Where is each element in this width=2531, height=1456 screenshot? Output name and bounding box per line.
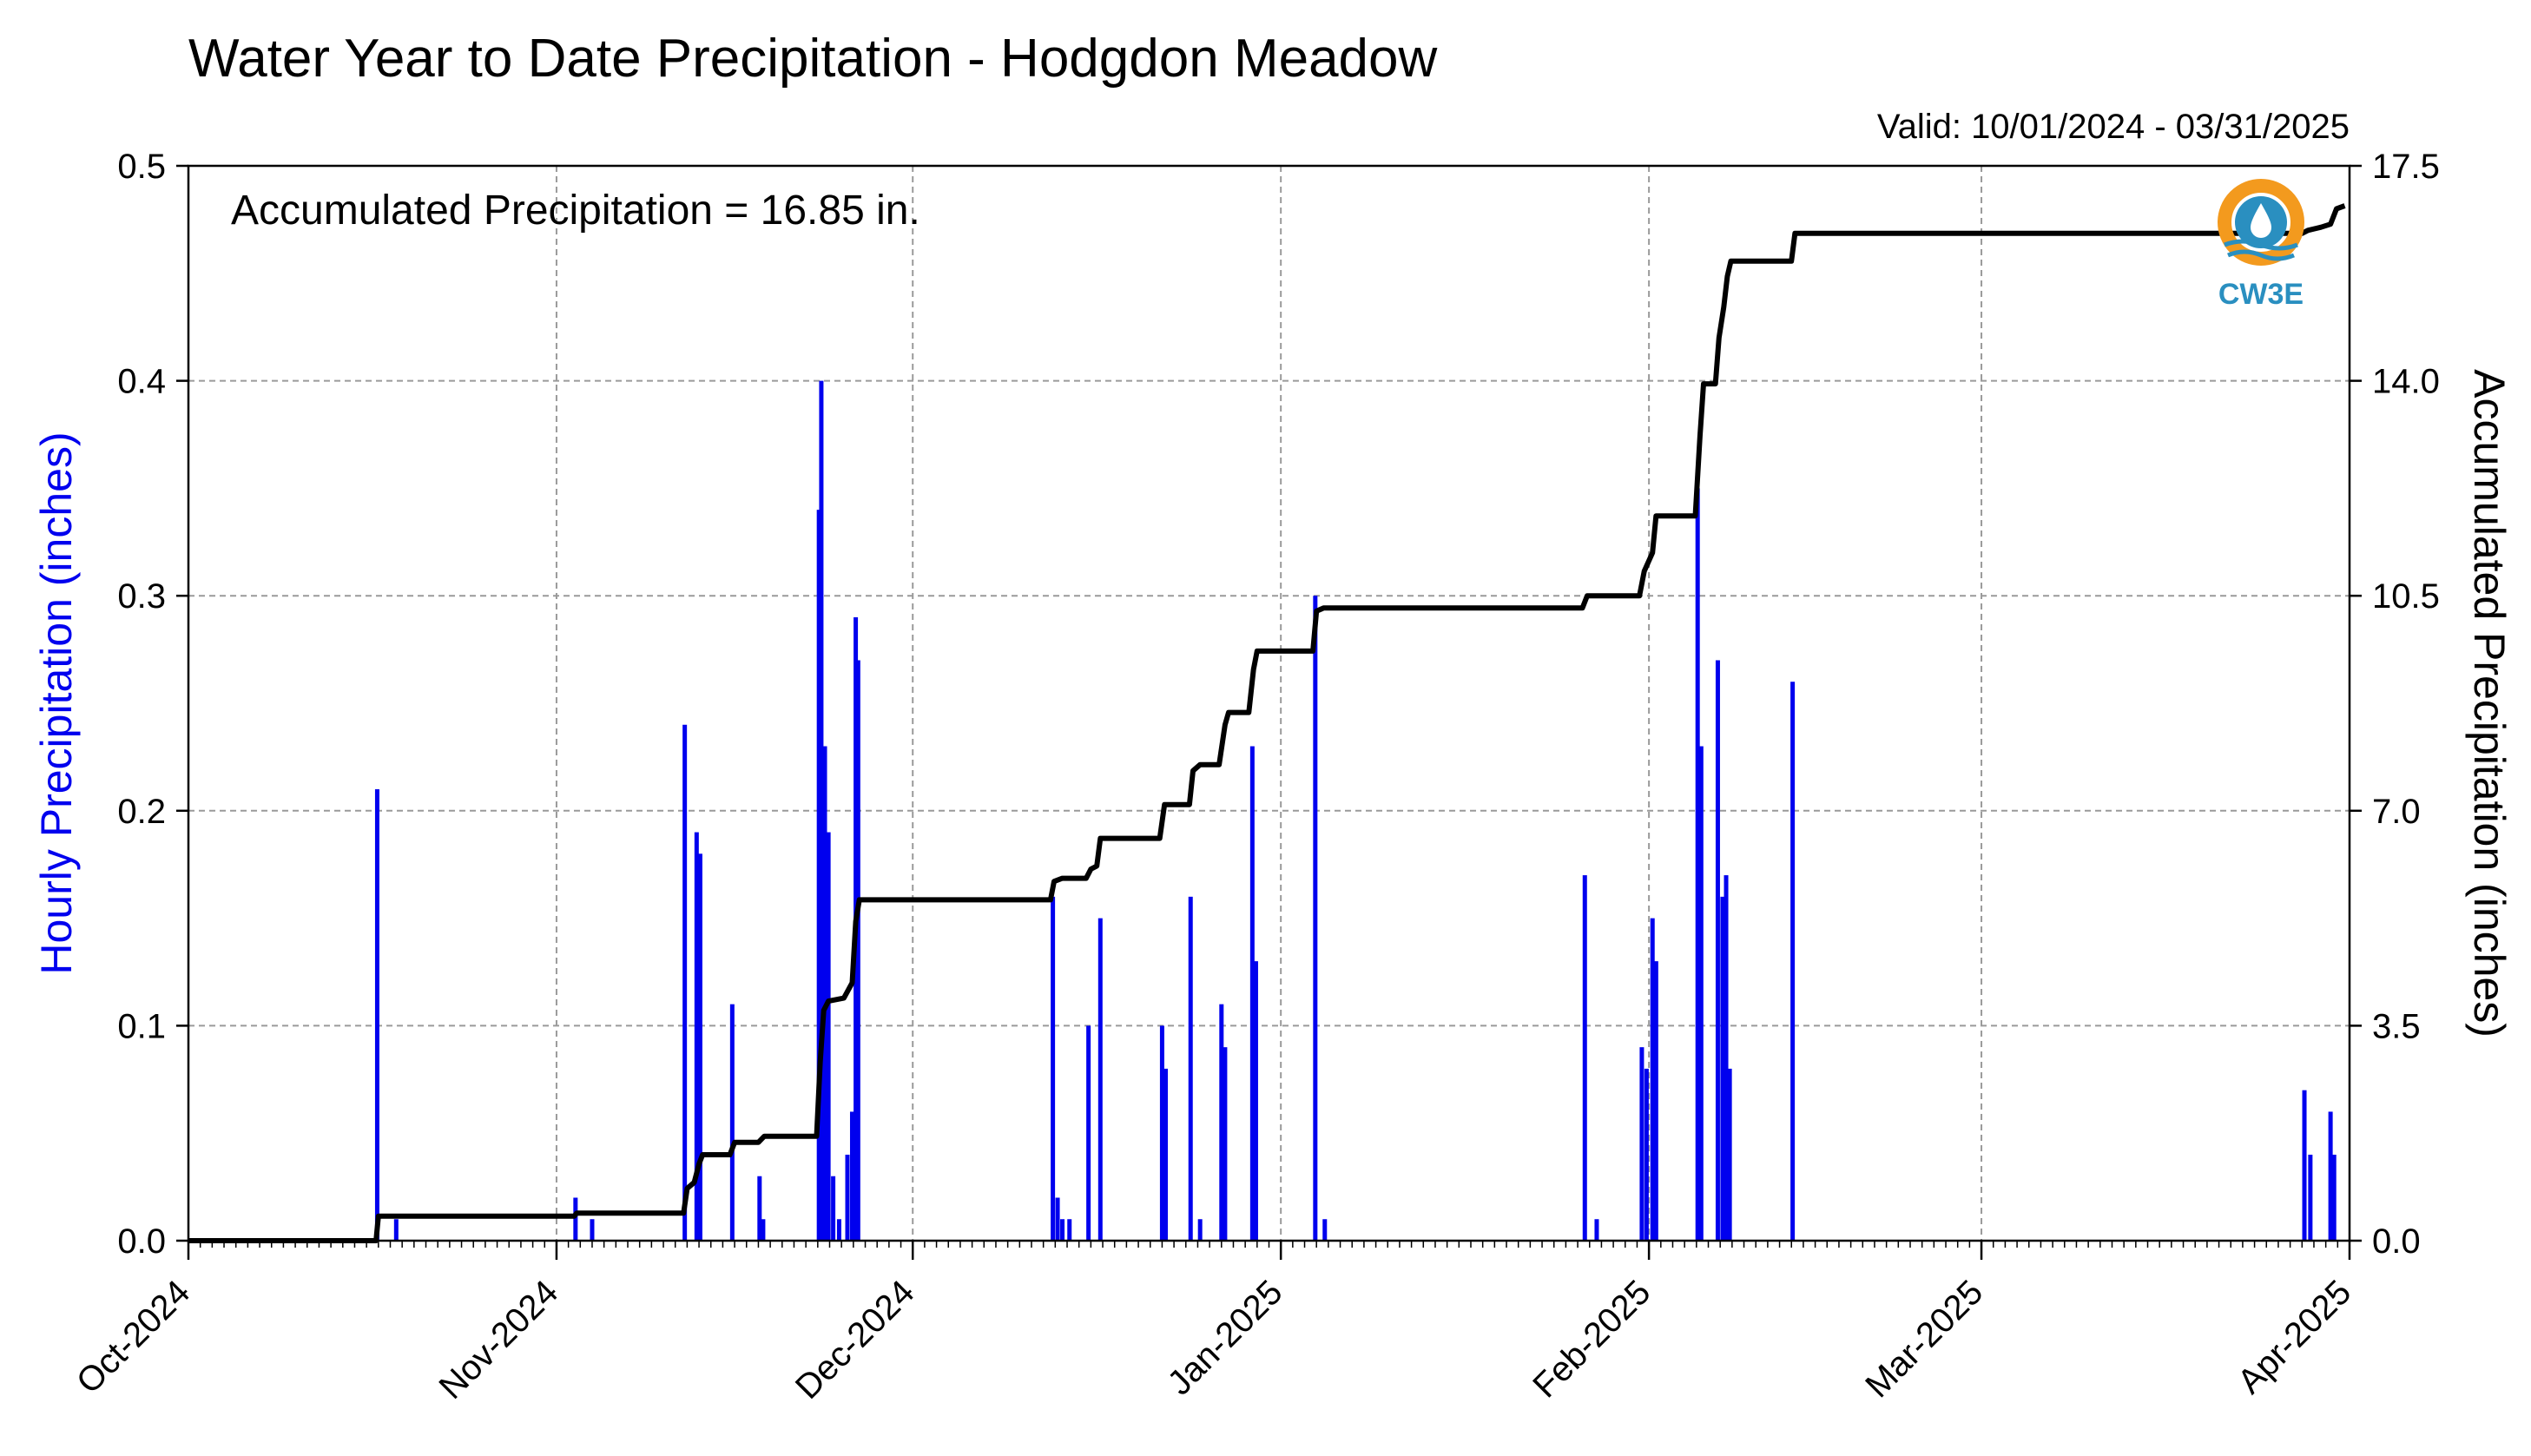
hourly-bar bbox=[2328, 1111, 2333, 1241]
hourly-bar bbox=[1060, 1219, 1065, 1241]
hourly-bar bbox=[1720, 896, 1725, 1241]
hourly-bar bbox=[1313, 596, 1318, 1241]
right-axis-label: Accumulated Precipitation (inches) bbox=[2465, 369, 2514, 1038]
hourly-bar bbox=[761, 1219, 766, 1241]
hourly-bar bbox=[1163, 1068, 1169, 1241]
hourly-bar bbox=[1644, 1068, 1649, 1241]
hourly-bar bbox=[1322, 1219, 1328, 1241]
hourly-bar bbox=[1197, 1219, 1203, 1241]
hourly-bars bbox=[374, 380, 2337, 1242]
hourly-bar bbox=[1698, 746, 1704, 1241]
logo-waves-icon bbox=[2224, 239, 2298, 261]
x-tick-label: Nov-2024 bbox=[432, 1273, 566, 1407]
x-tick-label: Mar-2025 bbox=[1858, 1273, 1990, 1405]
hourly-bar bbox=[1188, 896, 1193, 1241]
hourly-bar bbox=[822, 746, 827, 1241]
hourly-bar bbox=[374, 789, 379, 1241]
cw3e-logo: CW3E bbox=[2218, 179, 2304, 311]
hourly-bar bbox=[757, 1176, 762, 1241]
x-tick-label: Feb-2025 bbox=[1526, 1273, 1658, 1405]
hourly-bar bbox=[845, 1154, 850, 1241]
hourly-bar bbox=[831, 1176, 836, 1241]
y-tick-label-left: 0.4 bbox=[117, 363, 166, 401]
y-tick-label-right: 3.5 bbox=[2372, 1007, 2421, 1045]
hourly-bar bbox=[697, 853, 702, 1241]
x-tick-label: Jan-2025 bbox=[1160, 1273, 1289, 1402]
hourly-bar bbox=[1219, 1004, 1224, 1241]
chart-title: Water Year to Date Precipitation - Hodgd… bbox=[188, 29, 1438, 89]
plot-frame bbox=[187, 164, 2351, 1242]
hourly-bar bbox=[1639, 1047, 1644, 1241]
hourly-bar bbox=[1055, 1197, 1060, 1241]
hourly-bar bbox=[1650, 918, 1655, 1241]
accumulated-annotation: Accumulated Precipitation = 16.85 in. bbox=[231, 188, 920, 234]
hourly-bar bbox=[1727, 1068, 1732, 1241]
logo-drop-icon bbox=[2251, 203, 2271, 238]
hourly-bar bbox=[2308, 1154, 2313, 1241]
hourly-bar bbox=[393, 1219, 399, 1241]
hourly-bar bbox=[590, 1219, 595, 1241]
hourly-bar bbox=[1790, 682, 1796, 1241]
hourly-bar bbox=[573, 1197, 578, 1241]
hourly-bar bbox=[1223, 1047, 1228, 1241]
grid-lines bbox=[188, 166, 2350, 1241]
valid-range: Valid: 10/01/2024 - 03/31/2025 bbox=[1877, 108, 2350, 146]
hourly-bar bbox=[826, 832, 831, 1241]
y-tick-label-right: 17.5 bbox=[2372, 148, 2440, 186]
hourly-bar bbox=[816, 510, 821, 1241]
y-tick-label-right: 7.0 bbox=[2372, 793, 2421, 831]
x-tick-label: Apr-2025 bbox=[2231, 1273, 2358, 1400]
hourly-bar bbox=[1051, 896, 1056, 1241]
hourly-bar bbox=[1253, 961, 1258, 1241]
hourly-bar bbox=[694, 832, 699, 1241]
hourly-bar bbox=[1086, 1025, 1091, 1241]
x-tick-label: Oct-2024 bbox=[69, 1273, 197, 1400]
hourly-bar bbox=[1724, 875, 1729, 1241]
hourly-bar bbox=[729, 1004, 735, 1241]
y-tick-label-right: 10.5 bbox=[2372, 577, 2440, 616]
hourly-bar bbox=[1159, 1025, 1164, 1241]
hourly-bar bbox=[2302, 1090, 2307, 1241]
x-tick-label: Dec-2024 bbox=[788, 1273, 922, 1407]
hourly-bar bbox=[682, 724, 688, 1241]
hourly-bar bbox=[1249, 746, 1255, 1241]
logo-text: CW3E bbox=[2218, 278, 2304, 311]
hourly-bar bbox=[1695, 488, 1700, 1241]
y-tick-label-right: 14.0 bbox=[2372, 363, 2440, 401]
y-tick-label-left: 0.2 bbox=[117, 793, 166, 831]
hourly-bar bbox=[1653, 961, 1658, 1241]
hourly-bar bbox=[819, 380, 824, 1242]
hourly-bar bbox=[855, 660, 860, 1241]
y-tick-label-left: 0.1 bbox=[117, 1007, 166, 1045]
hourly-bar bbox=[849, 1111, 854, 1241]
hourly-bar bbox=[1097, 918, 1103, 1241]
y-tick-label-right: 0.0 bbox=[2372, 1222, 2421, 1261]
hourly-bar bbox=[1067, 1219, 1072, 1241]
hourly-bar bbox=[836, 1219, 841, 1241]
y-tick-label-left: 0.5 bbox=[117, 148, 166, 186]
logo-ring bbox=[2218, 179, 2304, 266]
y-tick-label-left: 0.3 bbox=[117, 577, 166, 616]
hourly-bar bbox=[1715, 660, 1720, 1241]
hourly-bar bbox=[1582, 875, 1587, 1241]
hourly-bar bbox=[1594, 1219, 1599, 1241]
hourly-bar bbox=[2331, 1154, 2337, 1241]
left-axis-label: Hourly Precipitation (inches) bbox=[32, 432, 81, 974]
y-tick-label-left: 0.0 bbox=[117, 1222, 166, 1261]
accumulated-line bbox=[188, 203, 2346, 1243]
